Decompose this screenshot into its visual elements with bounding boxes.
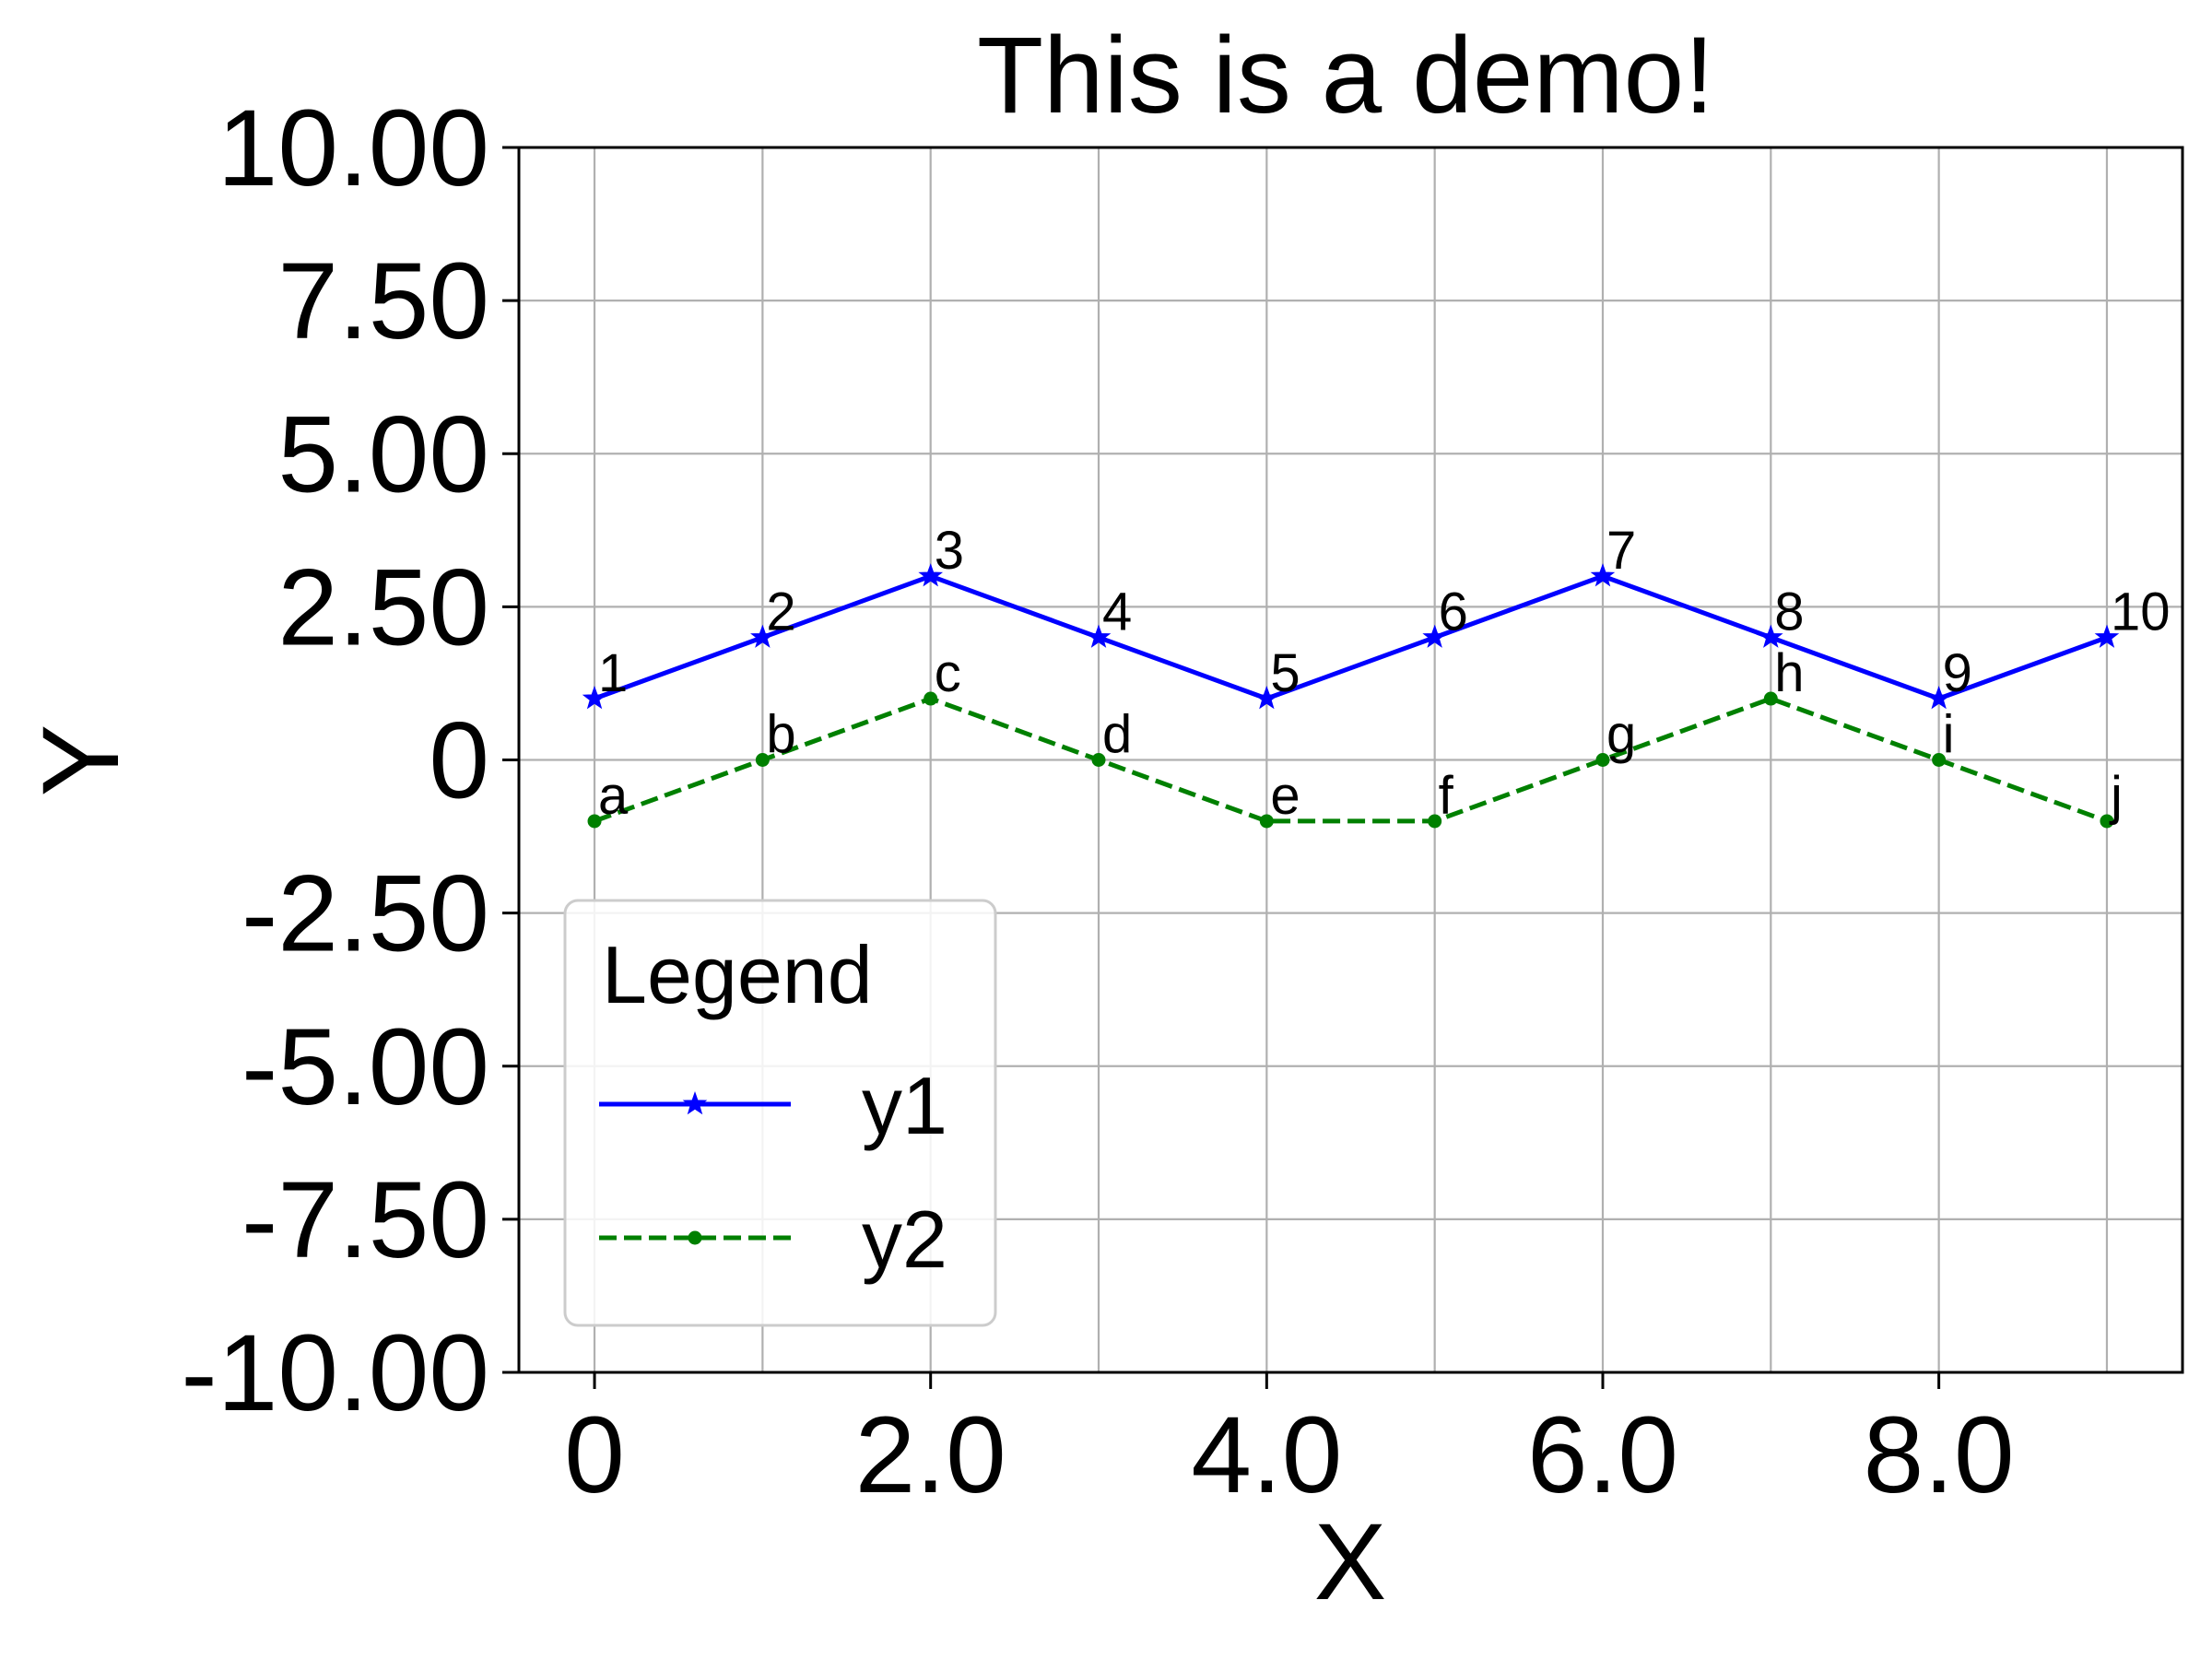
data-label: 9: [1943, 643, 1972, 703]
x-axis: 0 2.0 4.0 6.0 8.0: [564, 1372, 2015, 1516]
x-tick-label: 8.0: [1864, 1394, 2015, 1516]
data-label: g: [1606, 705, 1636, 765]
data-point: [1259, 814, 1274, 829]
legend-item-y2: y2: [599, 1194, 947, 1285]
x-tick-label: 4.0: [1191, 1394, 1342, 1516]
data-label: 4: [1102, 582, 1132, 642]
data-label: h: [1774, 643, 1804, 703]
legend-title: Legend: [602, 929, 873, 1020]
y-tick-label: -5.00: [241, 1006, 489, 1128]
series-y1: 1 2 3 4 5 6 7 8 9 10: [582, 521, 2171, 710]
y-tick-label: 0: [429, 700, 489, 822]
data-label: d: [1102, 705, 1132, 765]
legend-label: y2: [862, 1194, 947, 1285]
data-label: f: [1439, 766, 1454, 826]
data-label: 8: [1774, 582, 1804, 642]
series-layer: 1 2 3 4 5 6 7 8 9 10 a b c d e f g h i j: [582, 521, 2171, 829]
data-label: i: [1943, 705, 1955, 765]
legend-label: y1: [862, 1060, 947, 1151]
x-tick-label: 6.0: [1527, 1394, 1678, 1516]
series-y2: a b c d e f g h i j: [587, 643, 2123, 829]
data-point: [1091, 753, 1106, 767]
data-label: j: [2109, 766, 2123, 826]
data-point: [2094, 624, 2120, 648]
x-tick-label: 2.0: [855, 1394, 1006, 1516]
series-line: [594, 573, 2108, 701]
data-point: [1428, 814, 1442, 829]
x-tick-label: 0: [564, 1394, 625, 1516]
y-tick-label: 10.00: [218, 88, 489, 209]
chart-title: This is a demo!: [977, 15, 1714, 136]
data-point: [1758, 624, 1783, 648]
data-label: 3: [935, 521, 964, 581]
data-point: [1254, 686, 1279, 710]
legend-swatch-marker: [682, 1090, 708, 1115]
data-point: [2100, 814, 2114, 829]
y-tick-label: -10.00: [181, 1312, 489, 1434]
series-line: [594, 696, 2108, 824]
data-point: [1086, 624, 1112, 648]
data-label: 7: [1606, 521, 1636, 581]
data-label: 5: [1270, 643, 1300, 703]
data-label: 1: [598, 643, 628, 703]
y-tick-label: 5.00: [277, 394, 489, 515]
data-point: [1763, 691, 1778, 706]
y-axis-label: Y: [20, 724, 142, 797]
y-tick-label: -2.50: [241, 853, 489, 975]
data-point: [587, 814, 602, 829]
data-label: c: [935, 643, 961, 703]
data-point: [750, 624, 775, 648]
data-label: 2: [766, 582, 795, 642]
legend-item-y1: y1: [599, 1060, 947, 1151]
legend-box: [563, 899, 997, 1327]
data-point: [1595, 753, 1610, 767]
x-axis-label: X: [1314, 1501, 1387, 1623]
data-label: 10: [2111, 582, 2171, 642]
y-tick-label: -7.50: [241, 1159, 489, 1281]
data-label: e: [1270, 766, 1300, 826]
data-point: [1926, 686, 1951, 710]
data-point: [1590, 563, 1616, 587]
legend-swatch-marker: [688, 1230, 702, 1245]
y-axis: -10.00 -7.50 -5.00 -2.50 0 2.50 5.00 7.50 10.00: [181, 88, 519, 1434]
y-tick-label: 7.50: [277, 241, 489, 362]
data-label: b: [766, 705, 795, 765]
data-point: [918, 563, 944, 587]
data-point: [582, 686, 607, 710]
data-label: 6: [1439, 582, 1468, 642]
data-point: [1422, 624, 1447, 648]
data-point: [924, 691, 938, 706]
data-point: [755, 753, 770, 767]
data-label: a: [598, 766, 629, 826]
data-point: [1932, 753, 1947, 767]
y-tick-label: 2.50: [277, 547, 489, 668]
